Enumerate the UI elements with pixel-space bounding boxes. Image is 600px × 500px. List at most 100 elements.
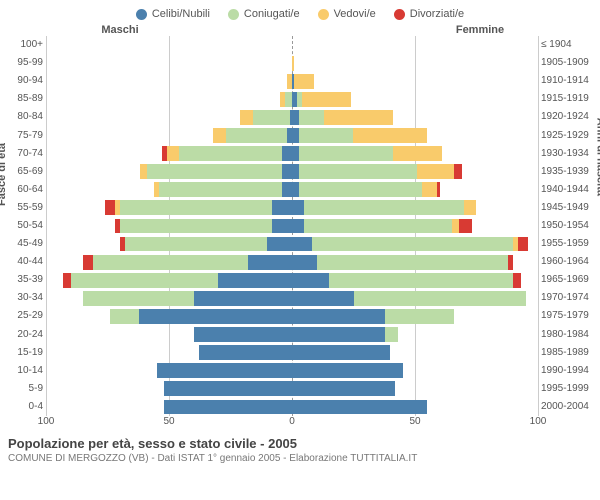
age-row bbox=[46, 344, 538, 362]
female-bar bbox=[292, 128, 538, 143]
birth-tick: ≤ 1904 bbox=[538, 36, 594, 54]
bar-segment bbox=[292, 237, 312, 252]
male-bar bbox=[46, 74, 292, 89]
age-tick: 90-94 bbox=[6, 72, 46, 90]
legend-item: Celibi/Nubili bbox=[136, 8, 210, 20]
bar-segment bbox=[71, 273, 219, 288]
age-tick: 10-14 bbox=[6, 362, 46, 380]
male-bar bbox=[46, 400, 292, 415]
birth-tick: 2000-2004 bbox=[538, 398, 594, 416]
bar-segment bbox=[317, 255, 509, 270]
age-tick: 70-74 bbox=[6, 145, 46, 163]
bar-segment bbox=[179, 146, 282, 161]
male-bar bbox=[46, 182, 292, 197]
male-bar bbox=[46, 146, 292, 161]
age-row bbox=[46, 108, 538, 126]
birth-tick: 1960-1964 bbox=[538, 253, 594, 271]
bar-segment bbox=[292, 164, 299, 179]
bar-segment bbox=[324, 110, 393, 125]
birth-tick: 1935-1939 bbox=[538, 163, 594, 181]
bar-segment bbox=[354, 291, 526, 306]
bar-segment bbox=[285, 92, 292, 107]
bar-segment bbox=[139, 309, 292, 324]
bar-segment bbox=[353, 128, 427, 143]
age-row bbox=[46, 145, 538, 163]
bar-segment bbox=[299, 182, 422, 197]
female-bar bbox=[292, 255, 538, 270]
male-bar bbox=[46, 128, 292, 143]
age-row bbox=[46, 126, 538, 144]
bar-segment bbox=[393, 146, 442, 161]
female-header: Femmine bbox=[300, 24, 600, 36]
chart-subtitle: COMUNE DI MERGOZZO (VB) - Dati ISTAT 1° … bbox=[8, 451, 592, 464]
birth-tick: 1905-1909 bbox=[538, 54, 594, 72]
bar-segment bbox=[292, 146, 299, 161]
age-tick: 40-44 bbox=[6, 253, 46, 271]
female-bar bbox=[292, 273, 538, 288]
bar-segment bbox=[272, 219, 292, 234]
birth-tick: 1950-1954 bbox=[538, 217, 594, 235]
age-row bbox=[46, 163, 538, 181]
population-pyramid: Celibi/NubiliConiugati/eVedovi/eDivorzia… bbox=[0, 0, 600, 500]
x-axis: 10050050100 bbox=[0, 416, 600, 430]
plot-area: Fasce di età Anni di nascita 100+95-9990… bbox=[0, 36, 600, 416]
bar-segment bbox=[105, 200, 115, 215]
bar-segment bbox=[63, 273, 70, 288]
birth-tick: 1965-1969 bbox=[538, 271, 594, 289]
female-bar bbox=[292, 56, 538, 71]
bar-segment bbox=[253, 110, 290, 125]
female-bar bbox=[292, 291, 538, 306]
chart-title: Popolazione per età, sesso e stato civil… bbox=[8, 436, 592, 451]
legend-item: Divorziati/e bbox=[394, 8, 464, 20]
birth-tick: 1910-1914 bbox=[538, 72, 594, 90]
legend: Celibi/NubiliConiugati/eVedovi/eDivorzia… bbox=[0, 0, 600, 24]
age-row bbox=[46, 253, 538, 271]
bar-segment bbox=[194, 327, 292, 342]
male-bar bbox=[46, 164, 292, 179]
bar-segment bbox=[329, 273, 514, 288]
male-bar bbox=[46, 345, 292, 360]
age-row bbox=[46, 90, 538, 108]
age-tick: 30-34 bbox=[6, 289, 46, 307]
age-row bbox=[46, 235, 538, 253]
female-bar bbox=[292, 182, 538, 197]
male-bar bbox=[46, 327, 292, 342]
x-tick: 100 bbox=[530, 416, 547, 427]
age-tick: 35-39 bbox=[6, 271, 46, 289]
bar-segment bbox=[218, 273, 292, 288]
bar-segment bbox=[385, 327, 397, 342]
male-bar bbox=[46, 363, 292, 378]
age-tick: 80-84 bbox=[6, 108, 46, 126]
female-bar bbox=[292, 363, 538, 378]
bar-segment bbox=[437, 182, 439, 197]
birth-tick: 1970-1974 bbox=[538, 289, 594, 307]
male-bar bbox=[46, 200, 292, 215]
age-tick: 15-19 bbox=[6, 344, 46, 362]
y-axis-left-label: Fasce di età bbox=[0, 143, 8, 206]
male-bar bbox=[46, 237, 292, 252]
y-axis-age: 100+95-9990-9485-8980-8475-7970-7465-696… bbox=[6, 36, 46, 416]
bar-segment bbox=[422, 182, 437, 197]
x-tick: 50 bbox=[163, 416, 174, 427]
age-tick: 20-24 bbox=[6, 326, 46, 344]
x-tick: 50 bbox=[409, 416, 420, 427]
bar-segment bbox=[299, 164, 417, 179]
bar-segment bbox=[120, 200, 273, 215]
bar-segment bbox=[292, 327, 385, 342]
age-row bbox=[46, 72, 538, 90]
bar-segment bbox=[194, 291, 292, 306]
male-bar bbox=[46, 92, 292, 107]
legend-swatch bbox=[318, 9, 329, 20]
age-tick: 5-9 bbox=[6, 380, 46, 398]
female-bar bbox=[292, 74, 538, 89]
bar-segment bbox=[292, 345, 390, 360]
female-bar bbox=[292, 400, 538, 415]
bar-segment bbox=[272, 200, 292, 215]
bar-segment bbox=[304, 219, 452, 234]
legend-swatch bbox=[136, 9, 147, 20]
age-row bbox=[46, 54, 538, 72]
birth-tick: 1955-1959 bbox=[538, 235, 594, 253]
bar-segment bbox=[304, 200, 464, 215]
age-row bbox=[46, 217, 538, 235]
bar-segment bbox=[292, 56, 294, 71]
